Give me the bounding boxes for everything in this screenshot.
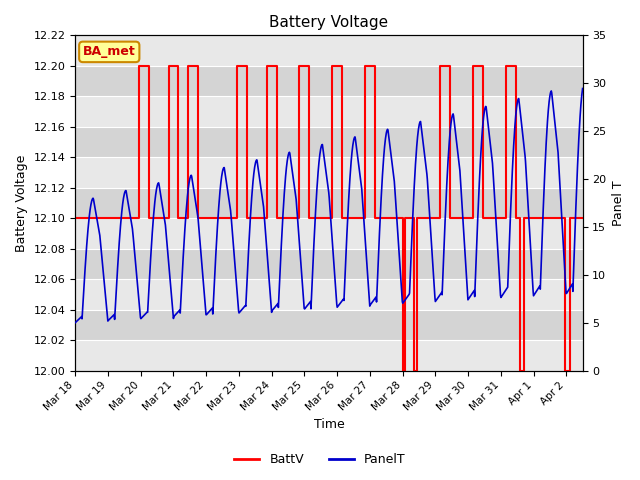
Legend: BattV, PanelT: BattV, PanelT: [229, 448, 411, 471]
Bar: [76, 279, 582, 310]
Bar: [76, 340, 582, 371]
Text: BA_met: BA_met: [83, 46, 136, 59]
Bar: [76, 36, 582, 66]
Bar: [76, 66, 582, 96]
Y-axis label: Panel T: Panel T: [612, 180, 625, 226]
Bar: [76, 188, 582, 218]
Bar: [76, 310, 582, 340]
Bar: [76, 218, 582, 249]
Bar: [76, 157, 582, 188]
X-axis label: Time: Time: [314, 419, 344, 432]
Bar: [76, 127, 582, 157]
Bar: [76, 96, 582, 127]
Title: Battery Voltage: Battery Voltage: [269, 15, 388, 30]
Bar: [76, 249, 582, 279]
Y-axis label: Battery Voltage: Battery Voltage: [15, 154, 28, 252]
